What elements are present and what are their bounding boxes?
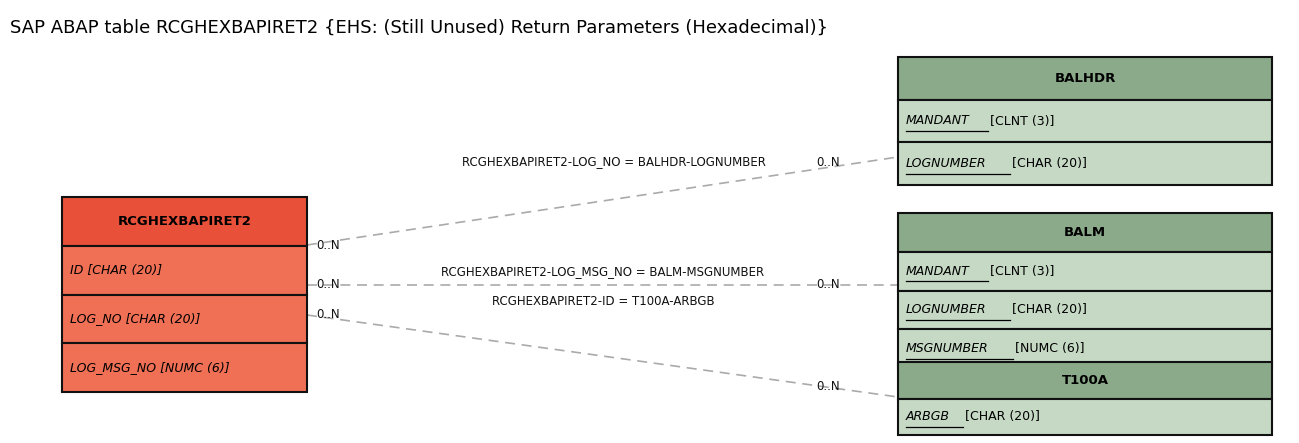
Bar <box>898 100 1272 142</box>
Bar <box>898 399 1272 435</box>
Bar <box>62 197 307 246</box>
Text: LOGNUMBER: LOGNUMBER <box>905 303 986 316</box>
Bar <box>898 291 1272 329</box>
Text: ID [CHAR (20)]: ID [CHAR (20)] <box>70 264 162 276</box>
Bar <box>898 213 1272 252</box>
Text: T100A: T100A <box>1061 374 1108 387</box>
Bar <box>62 246 307 295</box>
Text: [CLNT (3)]: [CLNT (3)] <box>990 114 1055 128</box>
Text: 0..N: 0..N <box>816 381 840 393</box>
Text: MSGNUMBER: MSGNUMBER <box>905 342 989 355</box>
Text: [CHAR (20)]: [CHAR (20)] <box>1012 303 1087 316</box>
Text: [CHAR (20)]: [CHAR (20)] <box>1012 157 1087 170</box>
Text: 0..N: 0..N <box>316 308 339 322</box>
Text: ARBGB: ARBGB <box>905 410 950 423</box>
Text: 0..N: 0..N <box>316 279 339 291</box>
Text: MANDANT: MANDANT <box>905 114 970 128</box>
Text: RCGHEXBAPIRET2-LOG_NO = BALHDR-LOGNUMBER: RCGHEXBAPIRET2-LOG_NO = BALHDR-LOGNUMBER <box>462 155 766 168</box>
Bar <box>898 142 1272 185</box>
Text: [CHAR (20)]: [CHAR (20)] <box>965 410 1039 423</box>
Bar <box>62 343 307 392</box>
Text: BALHDR: BALHDR <box>1055 72 1116 85</box>
Bar <box>898 57 1272 100</box>
Text: RCGHEXBAPIRET2: RCGHEXBAPIRET2 <box>118 215 252 228</box>
Text: LOG_MSG_NO [NUMC (6)]: LOG_MSG_NO [NUMC (6)] <box>70 361 230 374</box>
Text: RCGHEXBAPIRET2-LOG_MSG_NO = BALM-MSGNUMBER: RCGHEXBAPIRET2-LOG_MSG_NO = BALM-MSGNUMB… <box>442 265 765 278</box>
Bar <box>898 362 1272 399</box>
Bar <box>62 295 307 343</box>
Text: [CLNT (3)]: [CLNT (3)] <box>990 264 1055 278</box>
Text: RCGHEXBAPIRET2-ID = T100A-ARBGB: RCGHEXBAPIRET2-ID = T100A-ARBGB <box>492 295 714 308</box>
Text: SAP ABAP table RCGHEXBAPIRET2 {EHS: (Still Unused) Return Parameters (Hexadecima: SAP ABAP table RCGHEXBAPIRET2 {EHS: (Sti… <box>10 19 827 37</box>
Text: 0..N: 0..N <box>316 238 339 252</box>
Text: 0..N: 0..N <box>816 279 840 291</box>
Text: LOGNUMBER: LOGNUMBER <box>905 157 986 170</box>
Bar <box>898 329 1272 368</box>
Bar <box>898 252 1272 291</box>
Text: BALM: BALM <box>1064 226 1105 239</box>
Text: LOG_NO [CHAR (20)]: LOG_NO [CHAR (20)] <box>70 312 200 325</box>
Text: MANDANT: MANDANT <box>905 264 970 278</box>
Text: [NUMC (6)]: [NUMC (6)] <box>1015 342 1085 355</box>
Text: 0..N: 0..N <box>816 156 840 170</box>
